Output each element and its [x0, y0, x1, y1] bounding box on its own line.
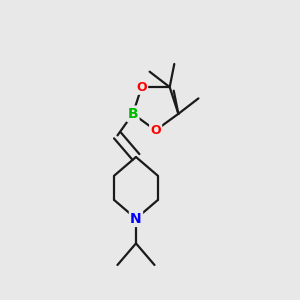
Text: B: B	[128, 107, 138, 121]
Text: O: O	[136, 81, 147, 94]
Text: N: N	[130, 212, 142, 226]
Text: O: O	[150, 124, 161, 137]
